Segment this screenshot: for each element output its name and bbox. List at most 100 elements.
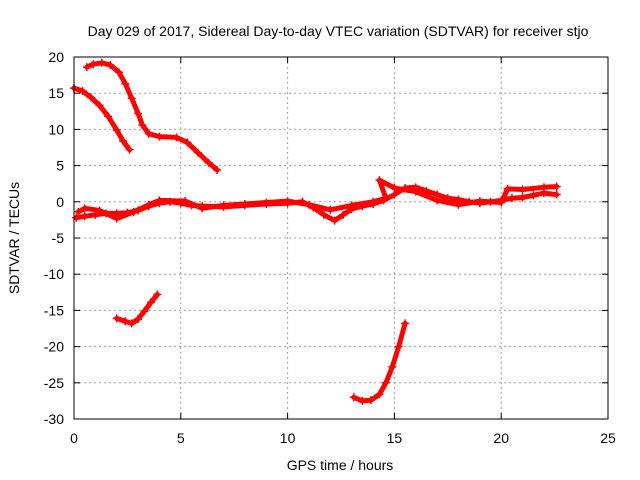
data-point — [153, 290, 162, 299]
data-point — [411, 187, 420, 196]
data-point — [204, 158, 213, 167]
data-point — [80, 204, 89, 213]
data-point — [106, 60, 115, 69]
series-line — [84, 60, 220, 173]
data-point — [198, 204, 207, 213]
data-point — [401, 319, 410, 328]
chart-title: Day 029 of 2017, Sidereal Day-to-day VTE… — [88, 23, 589, 39]
grid-lines — [74, 57, 608, 419]
series-line — [351, 320, 408, 404]
series-arc-2 — [70, 84, 134, 154]
data-point — [193, 148, 202, 157]
data-point — [119, 136, 128, 145]
data-point — [114, 68, 123, 77]
data-point — [304, 200, 313, 209]
data-point — [134, 315, 143, 324]
data-point — [394, 342, 403, 351]
x-tick-label: 10 — [280, 430, 296, 446]
data-point — [219, 201, 228, 210]
data-point — [319, 210, 328, 219]
y-axis-label: SDTVAR / TECUs — [6, 182, 22, 294]
data-point — [74, 207, 83, 216]
data-point — [129, 207, 138, 216]
data-point — [112, 126, 121, 135]
data-point — [388, 362, 397, 371]
data-point — [475, 197, 484, 206]
data-point — [375, 176, 384, 185]
data-point — [89, 60, 98, 69]
data-point — [213, 165, 222, 174]
series-arc-4 — [74, 176, 561, 223]
x-tick-label: 5 — [177, 430, 185, 446]
data-point — [121, 79, 130, 88]
data-point — [262, 198, 271, 207]
series-arc-5 — [112, 290, 162, 328]
y-tick-label: 0 — [56, 194, 64, 210]
data-point — [181, 197, 190, 206]
data-point — [552, 182, 561, 191]
data-point — [144, 129, 153, 138]
data-point — [283, 197, 292, 206]
data-point — [144, 200, 153, 209]
data-point — [347, 201, 356, 210]
data-point — [80, 212, 89, 221]
x-axis-label: GPS time / hours — [287, 457, 394, 473]
data-point — [112, 214, 121, 223]
data-point — [155, 196, 164, 205]
data-point — [112, 314, 121, 323]
data-point — [326, 205, 335, 214]
data-point — [183, 138, 192, 147]
data-point — [518, 185, 527, 194]
y-tick-label: -30 — [44, 411, 64, 427]
data-point — [330, 216, 339, 225]
y-tick-label: 5 — [56, 158, 64, 174]
x-tick-label: 20 — [493, 430, 509, 446]
data-point — [72, 213, 81, 222]
x-tick-labels: 0 5 10 15 20 25 — [70, 430, 616, 446]
data-point — [82, 63, 91, 72]
data-point — [95, 206, 104, 215]
data-point — [518, 193, 527, 202]
data-point — [140, 307, 149, 316]
data-point — [369, 197, 378, 206]
data-point — [358, 396, 367, 405]
data-point — [134, 109, 143, 118]
data-point — [349, 393, 358, 402]
y-tick-label: 20 — [48, 49, 64, 65]
data-point — [97, 58, 106, 67]
data-point — [503, 184, 512, 193]
data-point — [125, 145, 134, 154]
y-tick-label: -15 — [44, 302, 64, 318]
y-tick-label: -5 — [52, 230, 65, 246]
axis-ticks — [73, 56, 609, 420]
data-point — [155, 132, 164, 141]
y-tick-labels: -30 -25 -20 -15 -10 -5 0 5 10 15 20 — [44, 49, 64, 427]
data-point — [240, 199, 249, 208]
data-point — [172, 133, 181, 142]
data-point — [121, 317, 130, 326]
series-arc-1 — [82, 58, 222, 174]
data-point — [381, 194, 390, 203]
y-tick-label: -20 — [44, 339, 64, 355]
series-line — [71, 85, 132, 153]
data-point — [339, 210, 348, 219]
y-tick-label: -10 — [44, 266, 64, 282]
x-tick-label: 0 — [70, 430, 78, 446]
x-tick-label: 15 — [387, 430, 403, 446]
data-point — [146, 298, 155, 307]
data-point — [127, 319, 136, 328]
data-point — [507, 194, 516, 203]
data-point — [529, 191, 538, 200]
data-point — [433, 196, 442, 205]
data-point — [390, 184, 399, 193]
data-point — [127, 94, 136, 103]
data-point — [539, 183, 548, 192]
y-tick-label: 15 — [48, 85, 64, 101]
data-series — [70, 58, 561, 405]
y-tick-label: -25 — [44, 375, 64, 391]
data-point — [87, 93, 96, 102]
data-point — [104, 112, 113, 121]
data-point — [552, 190, 561, 199]
series-arc-6 — [349, 319, 410, 405]
